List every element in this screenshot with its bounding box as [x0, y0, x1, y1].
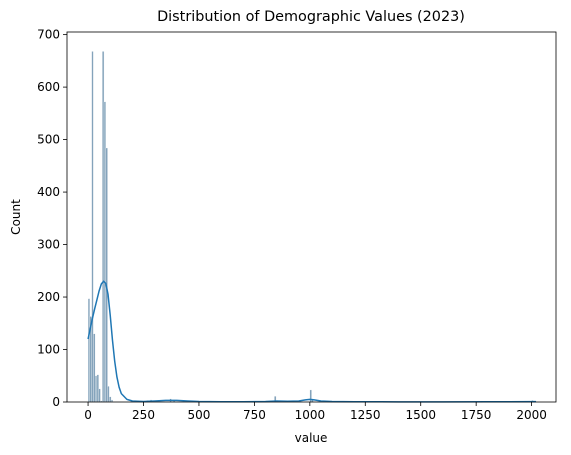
x-tick-label: 1500 [405, 408, 436, 422]
histogram-bar [109, 396, 112, 403]
y-tick-label: 100 [37, 343, 60, 357]
histogram-bar [95, 375, 98, 403]
kde-curve [87, 280, 537, 403]
y-tick-label: 700 [37, 28, 60, 42]
histogram-bar [91, 51, 94, 403]
y-tick-label: 600 [37, 80, 60, 94]
y-axis-ticks: 0 100 200 300 400 500 600 700 [37, 28, 67, 409]
y-tick-label: 200 [37, 290, 60, 304]
x-axis-label: value [295, 431, 328, 445]
x-tick-label: 1750 [461, 408, 492, 422]
x-tick-label: 1000 [295, 408, 326, 422]
histogram-bar [105, 147, 108, 403]
histogram-bar [93, 333, 96, 403]
x-tick-label: 250 [132, 408, 155, 422]
y-tick-label: 400 [37, 185, 60, 199]
x-tick-label: 0 [84, 408, 92, 422]
x-tick-label: 1250 [350, 408, 381, 422]
y-tick-label: 0 [52, 395, 60, 409]
histogram-bar [98, 388, 101, 403]
x-tick-label: 2000 [516, 408, 547, 422]
y-tick-label: 300 [37, 238, 60, 252]
y-axis-label: Count [9, 199, 23, 235]
histogram-bar [103, 101, 106, 403]
x-tick-label: 750 [243, 408, 266, 422]
histogram-bar [96, 374, 99, 403]
x-axis-ticks: 0 250 500 750 1000 1250 1500 1750 2000 [84, 402, 547, 422]
y-tick-label: 500 [37, 133, 60, 147]
histogram-bars [87, 51, 536, 403]
chart-title: Distribution of Demographic Values (2023… [157, 9, 465, 25]
x-tick-label: 500 [187, 408, 210, 422]
histogram-bar [87, 298, 90, 403]
histogram-bar [102, 51, 105, 403]
histogram-bar [107, 386, 110, 403]
plot-frame [66, 31, 557, 403]
